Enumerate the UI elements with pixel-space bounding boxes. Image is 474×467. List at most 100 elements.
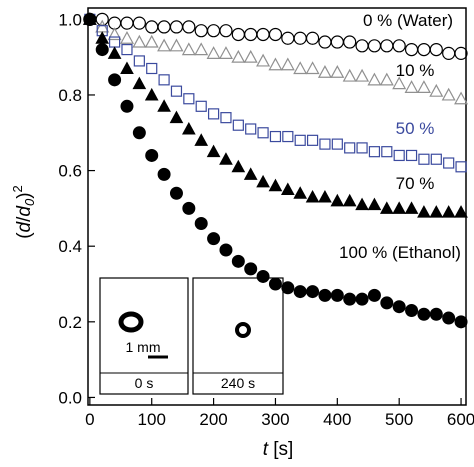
data-point: [169, 20, 184, 34]
data-point: [206, 46, 221, 59]
data-point: [256, 174, 270, 188]
data-point: [429, 205, 444, 218]
data-point: [132, 34, 147, 48]
data-point: [231, 27, 245, 42]
data-point: [181, 42, 196, 56]
data-point: [146, 62, 158, 75]
data-point: [181, 121, 196, 135]
data-point: [441, 87, 456, 101]
y-tick-label: 0.6: [58, 162, 82, 181]
x-tick-label: 0: [85, 410, 94, 429]
data-point: [330, 193, 345, 207]
data-point: [293, 31, 307, 45]
data-point: [280, 57, 295, 71]
data-point: [219, 24, 233, 38]
data-point: [317, 65, 332, 78]
data-point: [157, 167, 171, 181]
data-point: [392, 76, 407, 90]
data-point: [245, 123, 257, 135]
data-point: [281, 31, 295, 45]
data-point: [331, 138, 343, 150]
data-point: [318, 288, 332, 302]
data-point: [231, 159, 246, 173]
data-point: [144, 34, 159, 48]
data-point: [182, 20, 196, 34]
data-point: [355, 39, 369, 53]
data-point: [305, 61, 320, 75]
data-point: [392, 300, 406, 314]
data-point: [404, 80, 419, 94]
data-point: [120, 16, 134, 30]
data-point: [404, 42, 419, 57]
data-point: [170, 85, 183, 97]
plot-frame: [87, 7, 467, 406]
data-point: [455, 161, 467, 173]
data-point: [244, 27, 258, 42]
data-point: [429, 42, 443, 57]
data-point: [132, 16, 146, 30]
data-point: [379, 201, 394, 214]
data-point: [418, 153, 430, 165]
data-point: [293, 61, 308, 75]
data-point: [379, 72, 394, 86]
data-point: [443, 157, 455, 169]
series-label: 50 %: [396, 119, 435, 138]
data-point: [256, 269, 270, 283]
x-tick-label: 100: [138, 410, 166, 429]
data-point: [145, 148, 159, 162]
data-point: [107, 46, 122, 59]
data-point: [194, 24, 208, 38]
inset-label: 0 s: [135, 375, 154, 391]
data-point: [256, 53, 271, 67]
data-point: [207, 108, 220, 120]
data-point: [380, 296, 394, 310]
scale-bar-label: 1 mm: [126, 339, 161, 355]
data-point: [219, 152, 233, 165]
data-point: [95, 12, 109, 26]
data-point: [319, 138, 331, 150]
data-point: [268, 277, 282, 291]
y-tick-label: 0.0: [58, 388, 82, 407]
data-point: [344, 142, 356, 154]
data-point: [342, 193, 357, 207]
data-point: [243, 49, 258, 63]
data-point: [318, 190, 332, 203]
data-point: [429, 83, 444, 97]
x-tick-label: 300: [261, 410, 289, 429]
data-point: [355, 197, 369, 211]
data-point: [367, 288, 381, 302]
data-point: [380, 39, 394, 53]
data-point: [268, 57, 283, 71]
data-point: [417, 42, 431, 57]
y-tick-label: 0.2: [58, 313, 82, 332]
inset-frame: [99, 277, 189, 395]
data-point: [355, 68, 370, 82]
data-point: [368, 146, 381, 158]
data-point: [306, 134, 319, 146]
data-point: [132, 126, 146, 140]
data-point: [231, 49, 246, 63]
data-point: [405, 149, 418, 162]
y-tick-label: 0.8: [58, 86, 82, 105]
data-point: [293, 285, 307, 299]
data-point: [454, 315, 468, 329]
data-point: [294, 134, 306, 146]
data-point: [293, 186, 308, 199]
data-point: [133, 55, 145, 67]
data-point: [306, 285, 320, 299]
series-label: 100 % (Ethanol): [339, 243, 461, 262]
data-point: [454, 46, 468, 60]
series-label: 70 %: [396, 174, 435, 193]
data-point: [119, 30, 134, 44]
data-point: [343, 292, 357, 306]
data-point: [206, 24, 221, 38]
data-point: [120, 99, 134, 113]
data-point: [194, 42, 209, 56]
data-point: [256, 27, 270, 42]
droplet: [235, 322, 251, 338]
data-point: [231, 254, 245, 268]
data-point: [95, 31, 110, 44]
data-point: [454, 205, 468, 218]
data-point: [83, 12, 97, 26]
data-point: [132, 76, 147, 90]
